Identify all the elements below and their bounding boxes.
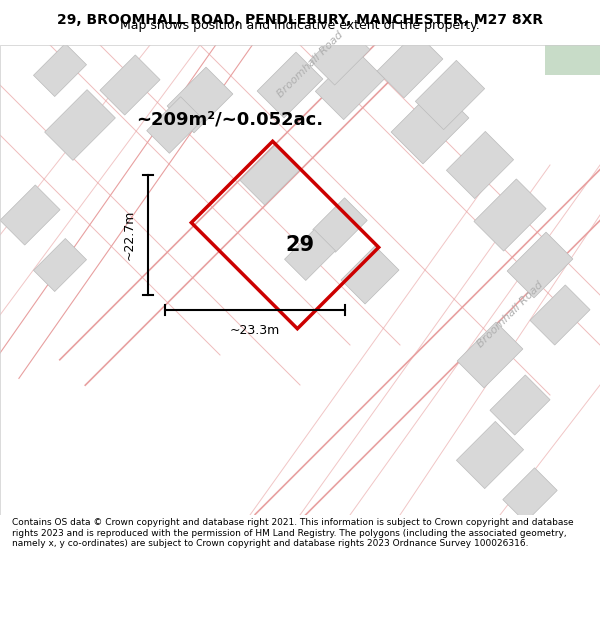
Polygon shape — [310, 25, 370, 85]
Text: ~22.7m: ~22.7m — [123, 210, 136, 260]
Polygon shape — [257, 52, 323, 118]
Polygon shape — [377, 32, 443, 98]
Polygon shape — [313, 198, 367, 252]
Polygon shape — [284, 229, 335, 281]
Polygon shape — [415, 61, 485, 129]
Text: 29: 29 — [286, 235, 314, 255]
Polygon shape — [44, 89, 115, 161]
Text: ~23.3m: ~23.3m — [230, 324, 280, 337]
Polygon shape — [507, 232, 573, 298]
Polygon shape — [34, 44, 86, 96]
Polygon shape — [0, 185, 60, 245]
Polygon shape — [167, 67, 233, 133]
Polygon shape — [457, 421, 524, 489]
Polygon shape — [240, 145, 300, 205]
Polygon shape — [341, 246, 399, 304]
Polygon shape — [34, 239, 86, 291]
Polygon shape — [316, 51, 385, 119]
Text: Broomhall Road: Broomhall Road — [475, 280, 545, 350]
Polygon shape — [503, 468, 557, 522]
Text: Contains OS data © Crown copyright and database right 2021. This information is : Contains OS data © Crown copyright and d… — [12, 518, 574, 548]
Polygon shape — [457, 322, 523, 388]
Polygon shape — [391, 86, 469, 164]
Polygon shape — [490, 375, 550, 435]
Polygon shape — [530, 285, 590, 345]
Text: 29, BROOMHALL ROAD, PENDLEBURY, MANCHESTER, M27 8XR: 29, BROOMHALL ROAD, PENDLEBURY, MANCHEST… — [57, 12, 543, 27]
Text: Broomhall Road: Broomhall Road — [275, 30, 345, 100]
Text: ~209m²/~0.052ac.: ~209m²/~0.052ac. — [136, 111, 323, 129]
Polygon shape — [100, 55, 160, 115]
Text: Map shows position and indicative extent of the property.: Map shows position and indicative extent… — [120, 19, 480, 32]
Polygon shape — [446, 131, 514, 199]
Polygon shape — [474, 179, 546, 251]
Polygon shape — [147, 97, 203, 153]
Polygon shape — [545, 45, 600, 75]
